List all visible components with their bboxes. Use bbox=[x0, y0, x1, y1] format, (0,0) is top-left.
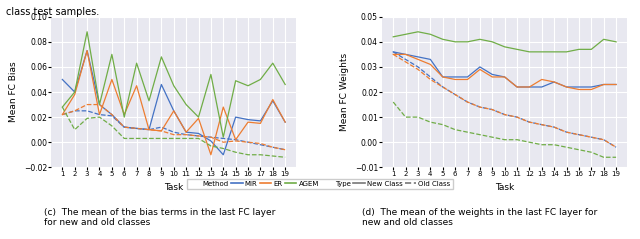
Text: (d)  The mean of the weights in the last FC layer for
new and old classes: (d) The mean of the weights in the last … bbox=[362, 208, 598, 227]
Y-axis label: Mean FC Bias: Mean FC Bias bbox=[9, 62, 18, 122]
X-axis label: Task: Task bbox=[495, 183, 515, 192]
Text: (c)  The mean of the bias terms in the last FC layer
for new and old classes: (c) The mean of the bias terms in the la… bbox=[44, 208, 276, 227]
Text: class test samples.: class test samples. bbox=[6, 7, 100, 17]
Y-axis label: Mean FC Weights: Mean FC Weights bbox=[340, 53, 349, 131]
X-axis label: Task: Task bbox=[164, 183, 184, 192]
Legend: Method, MIR, ER, AGEM, Type, New Class, Old Class: Method, MIR, ER, AGEM, Type, New Class, … bbox=[188, 179, 452, 189]
